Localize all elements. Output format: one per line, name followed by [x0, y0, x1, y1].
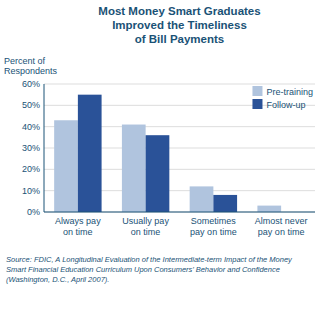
- chart: Most Money Smart Graduates Improved the T…: [0, 0, 325, 313]
- x-tick-label: Always payon time: [55, 216, 101, 237]
- x-tick-label-line: on time: [131, 227, 161, 237]
- bar: [122, 125, 146, 212]
- source-line: Source: FDIC, A Longitudinal Evaluation …: [6, 255, 293, 264]
- bar: [146, 135, 170, 212]
- y-tick-label: 40%: [22, 122, 40, 132]
- x-tick-label: Sometimespay on time: [190, 216, 237, 237]
- x-tick-label-line: on time: [63, 227, 93, 237]
- bar: [213, 195, 237, 212]
- bar: [257, 206, 281, 212]
- source: Source: FDIC, A Longitudinal Evaluation …: [6, 255, 293, 284]
- title: Most Money Smart Graduates Improved the T…: [98, 5, 260, 45]
- grid-line: [44, 84, 315, 85]
- source-line: (Washington, D.C., April 2007).: [6, 275, 109, 284]
- legend-label: Pre-training: [266, 87, 313, 97]
- x-tick-label-line: pay on time: [190, 227, 237, 237]
- x-tick-label-line: Sometimes: [191, 216, 237, 226]
- y-tick-label: 0%: [27, 207, 40, 217]
- x-axis-line: [44, 212, 315, 213]
- x-tick-label-line: pay on time: [258, 227, 305, 237]
- bar: [78, 95, 102, 212]
- x-tick-label-line: Always pay: [55, 216, 101, 226]
- legend-swatch: [252, 86, 262, 96]
- source-line: Smart Financial Education Curriculum Upo…: [6, 265, 280, 274]
- legend-swatch: [252, 99, 262, 109]
- y-label-line: Respondents: [4, 66, 58, 76]
- bar: [190, 186, 214, 212]
- y-tick-label: 50%: [22, 100, 40, 110]
- bars: [54, 95, 281, 212]
- x-tick-label-line: Almost never: [255, 216, 308, 226]
- x-tick-label: Usually payon time: [122, 216, 169, 237]
- bar: [54, 120, 78, 212]
- x-tick-label-line: Usually pay: [122, 216, 169, 226]
- legend-label: Follow-up: [266, 100, 305, 110]
- legend: Pre-training Follow-up: [252, 86, 313, 110]
- y-tick-label: 60%: [22, 79, 40, 89]
- title-line: Improved the Timeliness: [112, 19, 247, 31]
- y-tick-label: 10%: [22, 186, 40, 196]
- y-label: Percent ofRespondents: [4, 56, 58, 76]
- y-label-line: Percent of: [4, 56, 46, 66]
- y-axis-line: [44, 84, 45, 212]
- x-tick-label: Almost neverpay on time: [255, 216, 308, 237]
- grid-line: [44, 212, 315, 213]
- title-line: of Bill Payments: [135, 33, 224, 45]
- y-tick-label: 20%: [22, 164, 40, 174]
- grid: [44, 84, 315, 212]
- y-tick-label: 30%: [22, 143, 40, 153]
- title-line: Most Money Smart Graduates: [98, 5, 260, 17]
